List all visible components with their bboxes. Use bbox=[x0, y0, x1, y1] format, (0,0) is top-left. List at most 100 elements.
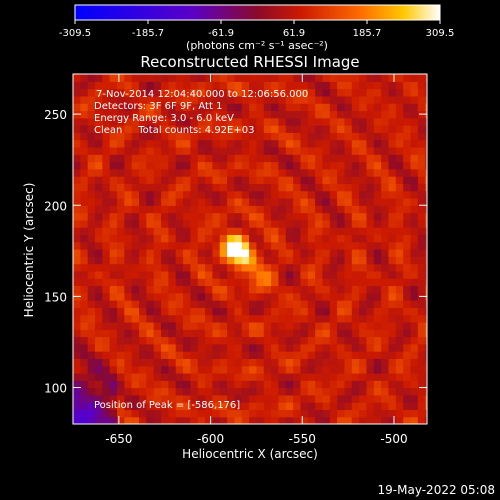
heatmap-cell bbox=[241, 125, 250, 133]
heatmap-cell bbox=[124, 300, 133, 308]
heatmap-cell bbox=[227, 292, 236, 301]
heatmap-cell bbox=[337, 183, 346, 192]
heatmap-cell bbox=[175, 74, 184, 82]
heatmap-cell bbox=[263, 336, 272, 345]
heatmap-cell bbox=[241, 343, 250, 352]
heatmap-cell bbox=[249, 146, 258, 155]
heatmap-cell bbox=[87, 343, 96, 352]
heatmap-cell bbox=[271, 336, 280, 345]
heatmap-cell bbox=[410, 74, 419, 82]
heatmap-cell bbox=[315, 372, 324, 381]
heatmap-cell bbox=[263, 88, 272, 97]
heatmap-cell bbox=[153, 176, 162, 184]
heatmap-cell bbox=[256, 183, 265, 192]
heatmap-cell bbox=[139, 278, 147, 287]
heatmap-cell bbox=[256, 380, 265, 389]
heatmap-cell bbox=[410, 387, 419, 396]
heatmap-cell bbox=[190, 365, 199, 374]
heatmap-cell bbox=[373, 103, 382, 112]
heatmap-cell bbox=[417, 256, 426, 265]
heatmap-cell bbox=[175, 88, 184, 97]
heatmap-cell bbox=[366, 74, 375, 82]
heatmap-cell bbox=[205, 278, 213, 287]
heatmap-cell bbox=[359, 263, 368, 272]
heatmap-cell bbox=[285, 256, 294, 265]
heatmap-cell bbox=[197, 263, 206, 272]
heatmap-cell bbox=[73, 146, 81, 155]
heatmap-cell bbox=[366, 95, 375, 104]
heatmap-cell bbox=[117, 358, 125, 367]
heatmap-cell bbox=[109, 358, 118, 367]
heatmap-cell bbox=[359, 103, 368, 112]
heatmap-cell bbox=[278, 183, 287, 192]
heatmap-cell bbox=[285, 95, 294, 104]
heatmap-cell bbox=[212, 110, 221, 119]
heatmap-cell bbox=[212, 263, 221, 272]
heatmap-cell bbox=[403, 380, 412, 389]
heatmap-cell bbox=[351, 139, 360, 148]
heatmap-cell bbox=[337, 409, 346, 418]
heatmap-cell bbox=[263, 241, 272, 250]
heatmap-cell bbox=[359, 329, 368, 338]
heatmap-cell bbox=[395, 351, 404, 359]
heatmap-cell bbox=[263, 95, 272, 104]
heatmap-cell bbox=[95, 234, 103, 243]
heatmap-cell bbox=[109, 110, 118, 119]
heatmap-cell bbox=[263, 300, 272, 308]
heatmap-cell bbox=[175, 146, 184, 155]
heatmap-cell bbox=[278, 190, 287, 199]
heatmap-cell bbox=[322, 117, 331, 126]
heatmap-cell bbox=[146, 278, 155, 287]
heatmap-cell bbox=[227, 402, 236, 411]
heatmap-cell bbox=[87, 154, 96, 163]
heatmap-cell bbox=[271, 219, 280, 228]
heatmap-cell bbox=[241, 263, 250, 272]
heatmap-cell bbox=[337, 212, 346, 221]
heatmap-cell bbox=[359, 139, 368, 148]
heatmap-cell bbox=[212, 219, 221, 228]
heatmap-cell bbox=[73, 81, 81, 90]
heatmap-cell bbox=[205, 292, 213, 301]
heatmap-cell bbox=[381, 212, 390, 221]
heatmap-cell bbox=[271, 241, 280, 250]
heatmap-cell bbox=[278, 212, 287, 221]
heatmap-cell bbox=[87, 168, 96, 177]
heatmap-cell bbox=[373, 125, 382, 133]
heatmap-cell bbox=[373, 161, 382, 170]
heatmap-cell bbox=[212, 234, 221, 243]
heatmap-cell bbox=[161, 358, 169, 367]
heatmap-cell bbox=[146, 168, 155, 177]
heatmap-cell bbox=[395, 329, 404, 338]
heatmap-cell bbox=[395, 387, 404, 396]
heatmap-cell bbox=[322, 416, 331, 424]
heatmap-cell bbox=[73, 365, 81, 374]
heatmap-cell bbox=[139, 241, 147, 250]
heatmap-cell bbox=[315, 394, 324, 403]
heatmap-cell bbox=[366, 402, 375, 411]
heatmap-cell bbox=[271, 139, 280, 148]
heatmap-cell bbox=[219, 190, 228, 199]
heatmap-cell bbox=[271, 285, 280, 294]
heatmap-cell bbox=[263, 139, 272, 148]
heatmap-cell bbox=[373, 380, 382, 389]
heatmap-cell bbox=[131, 270, 140, 279]
heatmap-cell bbox=[249, 139, 258, 148]
heatmap-cell bbox=[102, 161, 111, 170]
heatmap-cell bbox=[249, 292, 258, 301]
heatmap-cell bbox=[388, 241, 397, 250]
heatmap-cell bbox=[95, 380, 103, 389]
heatmap-cell bbox=[351, 219, 360, 228]
heatmap-cell bbox=[307, 88, 316, 97]
heatmap-cell bbox=[329, 256, 338, 265]
heatmap-cell bbox=[212, 132, 221, 141]
heatmap-cell bbox=[351, 394, 360, 403]
heatmap-cell bbox=[293, 270, 302, 279]
heatmap-cell bbox=[403, 394, 412, 403]
heatmap-cell bbox=[212, 292, 221, 301]
heatmap-cell bbox=[278, 409, 287, 418]
heatmap-cell bbox=[219, 394, 228, 403]
heatmap-cell bbox=[241, 161, 250, 170]
heatmap-cell bbox=[219, 249, 228, 257]
heatmap-cell bbox=[249, 234, 258, 243]
heatmap-cell bbox=[322, 234, 331, 243]
